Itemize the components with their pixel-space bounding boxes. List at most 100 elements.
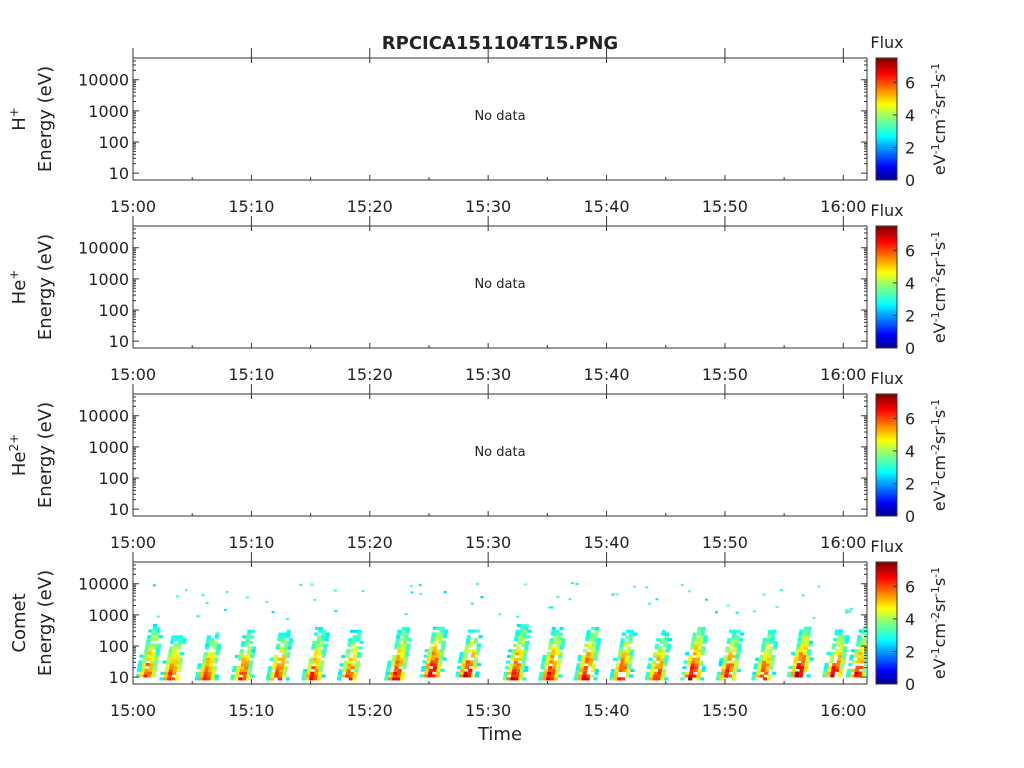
heatmap-cell <box>155 651 160 655</box>
heatmap-cell <box>688 677 693 681</box>
heatmap-cell <box>787 671 792 675</box>
unit-exponent: -1 <box>929 231 942 242</box>
heatmap-cell <box>840 660 845 664</box>
heatmap-cell <box>234 674 240 678</box>
heatmap-cell <box>283 668 288 672</box>
heatmap-cell <box>421 665 426 669</box>
x-tick-label: 15:10 <box>228 701 274 720</box>
heatmap-cell <box>213 643 218 647</box>
unit-exponent: -2 <box>929 108 942 119</box>
heatmap-cell <box>615 663 620 667</box>
heatmap-cell <box>288 640 293 644</box>
heatmap-cell <box>558 652 563 656</box>
heatmap-cell <box>831 646 836 650</box>
heatmap-cell <box>808 640 814 644</box>
colorbar-tick-label: 2 <box>905 306 915 325</box>
unit-base: cm <box>930 455 949 479</box>
heatmap-cell <box>836 640 841 644</box>
heatmap-cell <box>475 651 480 655</box>
heatmap-cell <box>142 657 147 661</box>
heatmap-cell <box>399 660 404 664</box>
heatmap-cell <box>419 674 425 678</box>
heatmap-cell <box>175 677 180 681</box>
heatmap-cell <box>770 638 775 642</box>
heatmap-cell <box>629 652 634 656</box>
heatmap-cell <box>163 677 168 681</box>
heatmap-cell <box>697 668 702 672</box>
y-tick-label: 1000 <box>88 270 129 289</box>
heatmap-cell <box>204 666 210 670</box>
heatmap-cell <box>432 668 437 672</box>
comet-heatmap <box>133 582 871 681</box>
heatmap-cell <box>162 660 167 664</box>
heatmap-cell <box>285 635 290 639</box>
heatmap-cell <box>523 652 528 656</box>
heatmap-cell <box>768 646 774 650</box>
heatmap-cell <box>238 654 243 658</box>
heatmap-cell <box>696 654 701 658</box>
heatmap-cell <box>308 663 313 667</box>
heatmap-cell <box>465 663 470 667</box>
heatmap-cell <box>730 640 735 644</box>
heatmap-cell <box>696 652 701 656</box>
heatmap-cell <box>171 654 176 658</box>
heatmap-cell <box>844 637 850 641</box>
heatmap-cell <box>428 671 433 675</box>
heatmap-cell <box>664 677 669 681</box>
heatmap-cell <box>845 611 849 614</box>
heatmap-cell <box>773 640 779 644</box>
heatmap-cell <box>467 629 472 633</box>
heatmap-cell <box>550 674 555 678</box>
heatmap-cell <box>194 677 200 681</box>
heatmap-cell <box>685 671 690 675</box>
colorbar-tick-label: 0 <box>905 507 915 526</box>
heatmap-cell <box>323 643 328 647</box>
heatmap-cell <box>349 671 354 675</box>
heatmap-cell <box>798 632 803 636</box>
heatmap-cell <box>834 632 839 636</box>
heatmap-cell <box>504 666 510 670</box>
heatmap-cell <box>556 595 560 598</box>
heatmap-cell <box>549 660 554 664</box>
heatmap-cell <box>314 671 319 675</box>
heatmap-cell <box>557 638 562 642</box>
heatmap-cell <box>406 643 411 647</box>
heatmap-cell <box>577 677 582 681</box>
heatmap-cell <box>624 660 629 664</box>
heatmap-cell <box>173 663 178 667</box>
heatmap-cell <box>800 646 805 650</box>
heatmap-cell <box>767 635 772 639</box>
heatmap-cell <box>518 657 523 661</box>
heatmap-cell <box>653 654 658 658</box>
heatmap-cell <box>693 649 698 653</box>
heatmap-cell <box>242 635 247 639</box>
heatmap-cell <box>551 649 556 653</box>
heatmap-cell <box>427 654 432 658</box>
heatmap-cell <box>333 589 337 592</box>
heatmap-cell <box>164 671 169 675</box>
heatmap-cell <box>681 671 686 675</box>
heatmap-cell <box>152 584 156 587</box>
heatmap-cell <box>550 606 553 609</box>
heatmap-cell <box>796 663 801 667</box>
heatmap-cell <box>251 629 256 633</box>
heatmap-cell <box>554 632 559 636</box>
heatmap-cell <box>235 668 241 672</box>
heatmap-cell <box>213 640 218 644</box>
no-data-label: No data <box>474 109 525 124</box>
heatmap-cell <box>152 629 157 633</box>
heatmap-cell <box>385 668 391 672</box>
heatmap-cell <box>867 646 871 649</box>
heatmap-cell <box>240 663 246 667</box>
heatmap-cell <box>318 671 323 675</box>
heatmap-cell <box>174 638 179 642</box>
heatmap-cell <box>285 654 290 658</box>
heatmap-cell <box>347 643 352 647</box>
heatmap-cell <box>272 666 277 670</box>
heatmap-cell <box>645 671 651 675</box>
heatmap-cell <box>321 654 326 658</box>
heatmap-cell <box>805 640 810 644</box>
heatmap-cell <box>757 666 762 670</box>
y-axis-label: Energy (eV) <box>35 402 56 508</box>
